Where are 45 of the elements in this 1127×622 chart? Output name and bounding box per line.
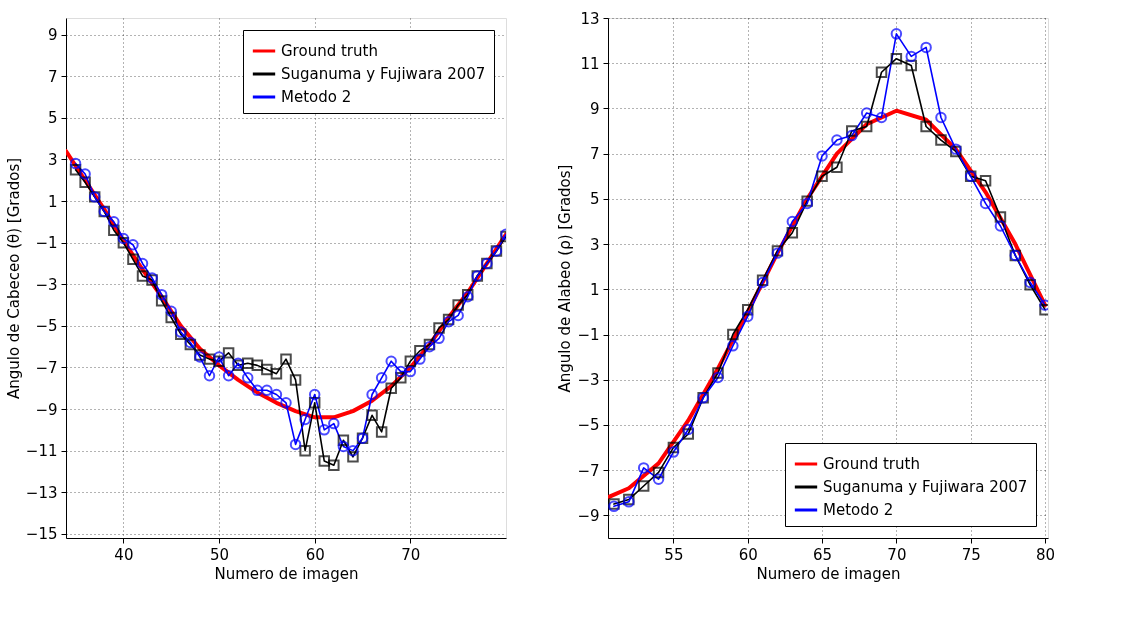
y-tick-label: −13 — [25, 483, 58, 502]
legend-label: Ground truth — [823, 455, 920, 473]
y-tick-label: −11 — [25, 442, 58, 461]
y-tick-label: −15 — [25, 525, 58, 544]
y-tick-label: −1 — [577, 326, 600, 345]
x-tick-label: 70 — [887, 545, 907, 564]
x-tick-label: 60 — [305, 545, 325, 564]
legend-label: Suganuma y Fujiwara 2007 — [823, 478, 1028, 496]
y-tick-label: 9 — [47, 26, 58, 45]
y-tick-label: 3 — [47, 150, 58, 169]
y-tick-label: −3 — [35, 275, 58, 294]
y-tick-label: 3 — [589, 235, 600, 254]
y-tick-label: −5 — [577, 416, 600, 435]
legend-label: Ground truth — [281, 42, 378, 60]
legend-label: Metodo 2 — [281, 88, 352, 106]
x-axis-title: Numero de imagen — [756, 564, 901, 583]
y-tick-label: 1 — [47, 192, 58, 211]
legend-label: Suganuma y Fujiwara 2007 — [281, 65, 486, 83]
x-tick-label: 65 — [813, 545, 833, 564]
y-tick-label: 13 — [580, 9, 600, 28]
x-tick-label: 75 — [961, 545, 981, 564]
y-tick-label: 1 — [589, 280, 600, 299]
y-tick-label: −7 — [35, 358, 58, 377]
y-tick-label: −7 — [577, 461, 600, 480]
x-tick-label: 80 — [1035, 545, 1056, 564]
x-tick-label: 70 — [401, 545, 421, 564]
legend-label: Metodo 2 — [823, 501, 894, 519]
y-tick-label: 5 — [589, 190, 600, 209]
y-axis-title: Angulo de Cabeceo (θ) [Grados] — [4, 157, 23, 400]
y-tick-label: −5 — [35, 317, 58, 336]
y-tick-label: −9 — [35, 400, 58, 419]
y-tick-label: −3 — [577, 371, 600, 390]
x-tick-label: 55 — [664, 545, 684, 564]
y-tick-label: −1 — [35, 234, 58, 253]
x-tick-label: 40 — [114, 545, 134, 564]
y-tick-label: 7 — [589, 145, 600, 164]
y-axis-title: Angulo de Alabeo (ρ) [Grados] — [556, 164, 575, 393]
x-tick-label: 50 — [210, 545, 230, 564]
y-tick-label: −9 — [577, 506, 600, 525]
y-tick-label: 5 — [47, 109, 58, 128]
y-tick-label: 7 — [47, 67, 58, 86]
x-axis-title: Numero de imagen — [214, 564, 359, 583]
y-tick-label: 11 — [580, 54, 600, 73]
x-tick-label: 60 — [738, 545, 758, 564]
y-tick-label: 9 — [589, 99, 600, 118]
